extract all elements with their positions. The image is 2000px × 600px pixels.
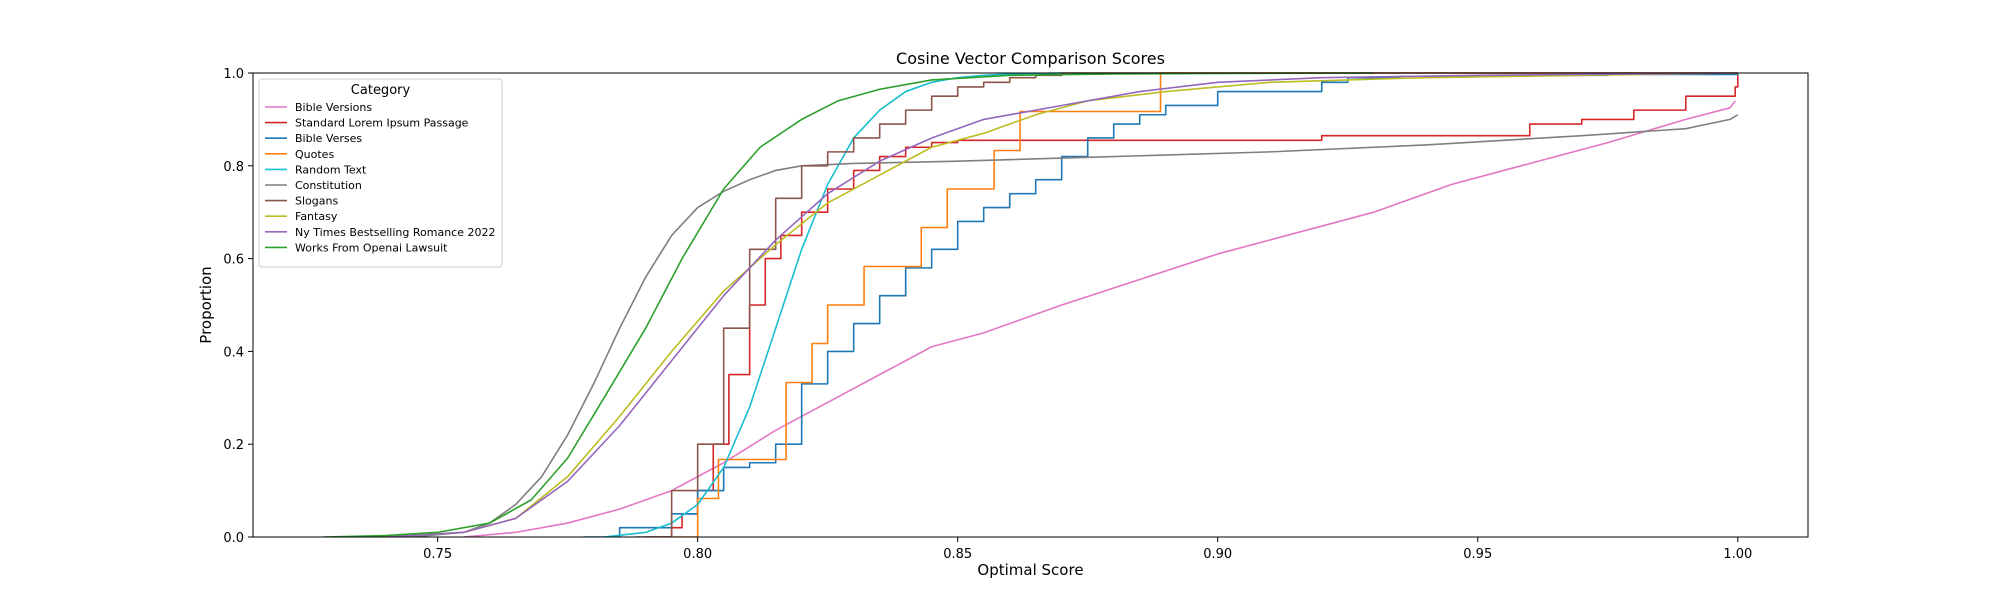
plot-area — [323, 72, 1739, 537]
x-axis: 0.75 0.80 0.85 0.90 0.95 1.00 — [423, 537, 1752, 562]
series-line-quotes — [671, 72, 1738, 537]
legend-label-slogans: Slogans — [295, 195, 338, 208]
y-tick-label: 0.8 — [223, 160, 244, 175]
legend-label-fantasy: Fantasy — [295, 210, 338, 223]
legend-label-ny-times-bestselling-romance-2022: Ny Times Bestselling Romance 2022 — [295, 226, 495, 239]
series-line-constitution — [411, 114, 1739, 537]
series-line-works-from-openai-lawsuit — [323, 72, 1374, 537]
series-line-random-text — [603, 72, 1062, 537]
series-line-bible-verses — [583, 73, 1739, 537]
y-tick-label: 1.0 — [223, 67, 244, 82]
series-line-ny-times-bestselling-romance-2022 — [385, 72, 1738, 537]
series-line-bible-versions — [463, 100, 1736, 537]
legend-label-random-text: Random Text — [295, 163, 367, 176]
y-axis: 0.0 0.2 0.4 0.6 0.8 1.0 — [223, 67, 253, 546]
legend-label-quotes: Quotes — [295, 148, 334, 161]
legend-label-standard-lorem-ipsum-passage: Standard Lorem Ipsum Passage — [295, 117, 469, 130]
axes-frame — [252, 72, 1809, 538]
legend-items: Bible Versions Standard Lorem Ipsum Passa… — [265, 101, 495, 254]
x-tick-label: 0.85 — [943, 547, 972, 562]
x-axis-label: Optimal Score — [977, 561, 1083, 579]
series-line-slogans — [635, 72, 1738, 537]
legend-label-bible-verses: Bible Verses — [295, 132, 362, 145]
x-tick-label: 0.80 — [683, 547, 712, 562]
legend-label-bible-versions: Bible Versions — [295, 101, 372, 114]
y-tick-label: 0.4 — [223, 345, 244, 360]
y-tick-label: 0.6 — [223, 253, 244, 268]
legend-label-works-from-openai-lawsuit: Works From Openai Lawsuit — [295, 241, 448, 254]
x-tick-label: 0.90 — [1203, 547, 1232, 562]
x-tick-label: 0.95 — [1463, 547, 1492, 562]
y-tick-label: 0.0 — [223, 531, 244, 546]
legend: Category Bible Versions Standard Lorem Ip… — [258, 78, 503, 268]
x-tick-label: 0.75 — [423, 547, 452, 562]
legend-box — [258, 78, 503, 268]
series-line-fantasy — [385, 72, 1738, 537]
series-line-standard-lorem-ipsum-passage — [645, 73, 1739, 537]
x-tick-label: 1.00 — [1723, 547, 1752, 562]
legend-title: Category — [351, 83, 411, 98]
legend-label-constitution: Constitution — [295, 179, 362, 192]
chart-title: Cosine Vector Comparison Scores — [896, 49, 1165, 68]
y-axis-label: Proportion — [197, 266, 215, 343]
y-tick-label: 0.2 — [223, 438, 244, 453]
